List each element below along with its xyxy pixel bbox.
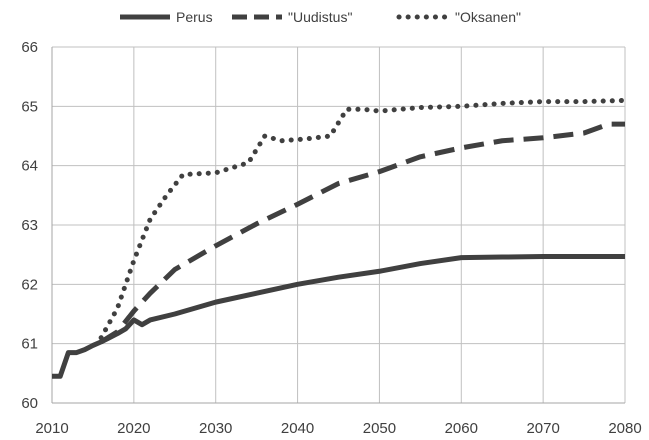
y-tick-label: 63 — [21, 217, 38, 234]
x-tick-label: 2070 — [526, 420, 559, 437]
series-line-oksanen — [98, 97, 628, 341]
axes — [51, 47, 625, 404]
legend-label: "Uudistus" — [288, 9, 352, 25]
x-tick-label: 2080 — [608, 420, 641, 437]
y-tick-label: 66 — [21, 39, 38, 56]
y-tick-label: 65 — [21, 98, 38, 115]
x-tick-label: 2060 — [445, 420, 478, 437]
legend-label: "Oksanen" — [455, 9, 521, 25]
x-tick-label: 2030 — [199, 420, 232, 437]
series-line-uudistus — [99, 121, 625, 345]
legend-label: Perus — [176, 9, 213, 25]
y-tick-label: 61 — [21, 336, 38, 353]
x-tick-label: 2020 — [117, 420, 150, 437]
tick-labels: 60 61 62 63 64 65 66 2010 2020 2030 2040 2050 2060 20… — [21, 39, 641, 437]
y-tick-label: 60 — [21, 395, 38, 412]
x-tick-label: 2050 — [363, 420, 396, 437]
series-lines — [52, 97, 628, 379]
grid — [52, 46, 626, 403]
legend: Perus "Uudistus" "Oksanen" — [120, 9, 521, 25]
y-tick-label: 62 — [21, 276, 38, 293]
x-tick-label: 2010 — [35, 420, 68, 437]
x-tick-label: 2040 — [281, 420, 314, 437]
y-tick-label: 64 — [21, 158, 38, 175]
series-line-perus — [52, 253, 625, 379]
